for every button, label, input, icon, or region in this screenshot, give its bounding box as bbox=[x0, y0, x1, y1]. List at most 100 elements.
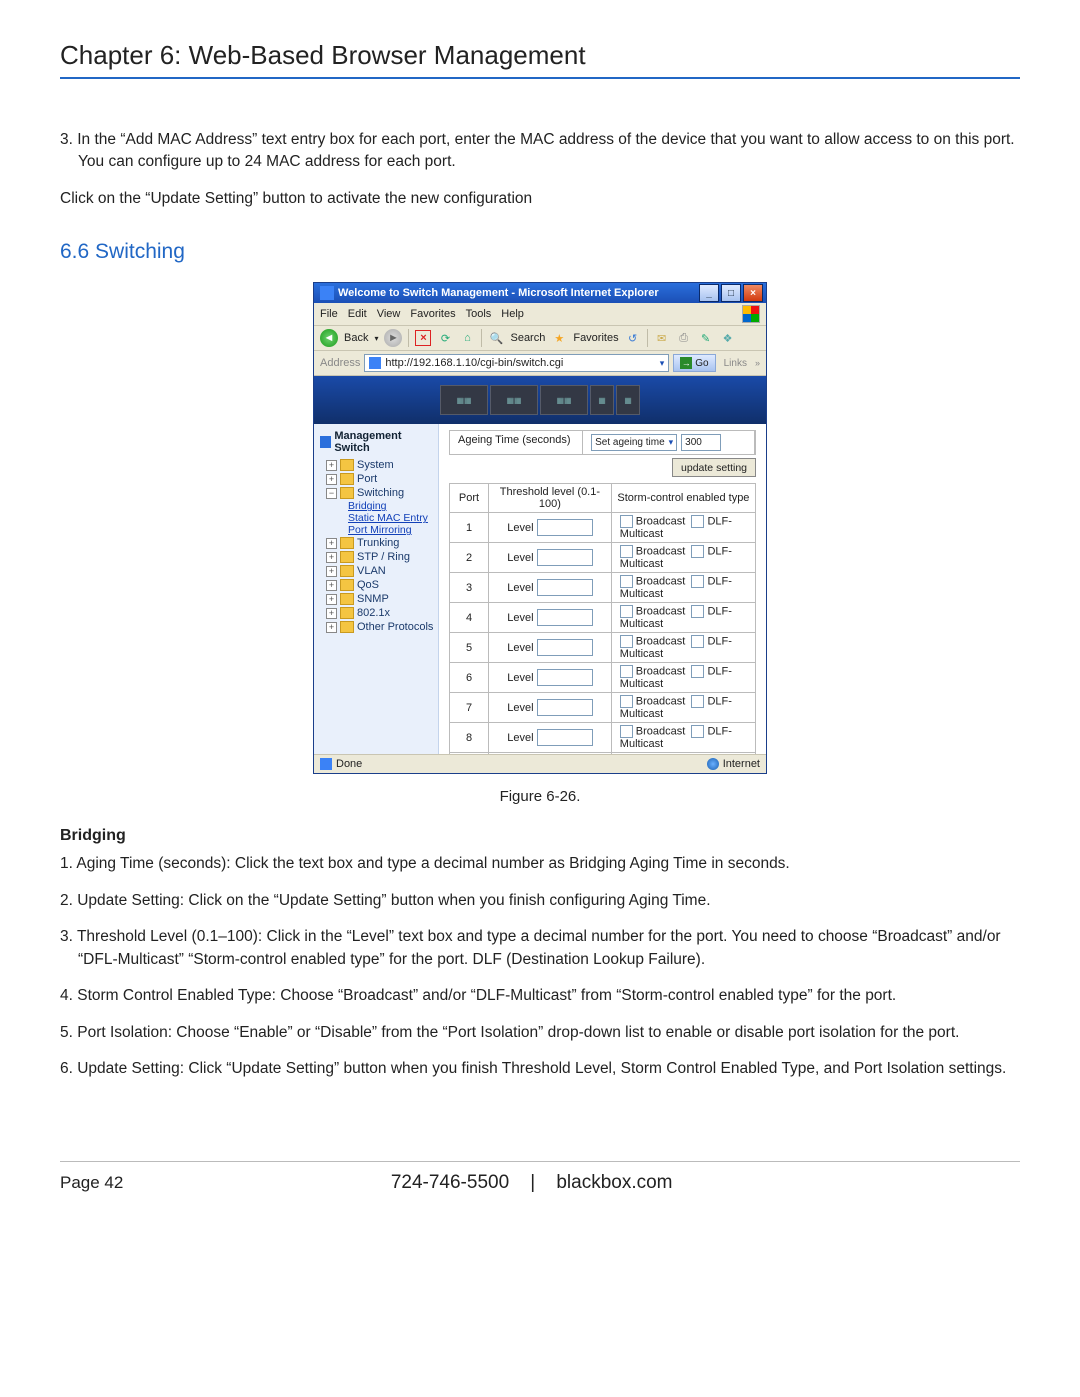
nav-vlan[interactable]: +VLAN bbox=[318, 564, 434, 578]
storm-table: Port Threshold level (0.1-100) Storm-con… bbox=[449, 483, 756, 754]
bridging-item-3: 3. Threshold Level (0.1–100): Click in t… bbox=[60, 926, 1020, 971]
broadcast-checkbox[interactable] bbox=[620, 515, 633, 528]
nav-switching[interactable]: −Switching bbox=[318, 486, 434, 500]
dlf-checkbox[interactable] bbox=[691, 695, 704, 708]
level-label: Level bbox=[507, 702, 533, 714]
back-button[interactable]: ◄ bbox=[320, 329, 338, 347]
menu-favorites[interactable]: Favorites bbox=[410, 308, 455, 320]
forward-button[interactable]: ► bbox=[384, 329, 402, 347]
stop-button[interactable]: × bbox=[415, 330, 431, 346]
folder-icon bbox=[340, 621, 354, 633]
favorites-button[interactable]: Favorites bbox=[573, 332, 618, 344]
level-input[interactable] bbox=[537, 519, 593, 536]
switch-port-block: ▦▦ bbox=[440, 385, 488, 415]
dlf-checkbox[interactable] bbox=[691, 725, 704, 738]
links-chevron-icon[interactable]: » bbox=[755, 358, 760, 368]
broadcast-checkbox[interactable] bbox=[620, 575, 633, 588]
footer-phone: 724-746-5500 bbox=[391, 1172, 509, 1193]
go-arrow-icon: → bbox=[680, 357, 692, 369]
edit-icon[interactable]: ✎ bbox=[698, 330, 714, 346]
bridging-item-4: 4. Storm Control Enabled Type: Choose “B… bbox=[60, 985, 1020, 1007]
update-setting-button[interactable]: update setting bbox=[672, 458, 756, 477]
nav-root-label: Management Switch bbox=[334, 430, 434, 454]
toolbar-separator bbox=[647, 329, 648, 347]
mail-icon[interactable]: ✉ bbox=[654, 330, 670, 346]
nav-snmp[interactable]: +SNMP bbox=[318, 592, 434, 606]
level-input[interactable] bbox=[537, 729, 593, 746]
nav-8021x[interactable]: +802.1x bbox=[318, 606, 434, 620]
ageing-label: Ageing Time (seconds) bbox=[450, 431, 583, 454]
level-input[interactable] bbox=[537, 669, 593, 686]
type-cell: Broadcast DLF-Multicast bbox=[611, 663, 755, 693]
menu-file[interactable]: File bbox=[320, 308, 338, 320]
footer-site: blackbox.com bbox=[556, 1172, 672, 1193]
nav-root[interactable]: Management Switch bbox=[320, 430, 434, 454]
folder-icon bbox=[340, 579, 354, 591]
table-row: 5LevelBroadcast DLF-Multicast bbox=[450, 633, 756, 663]
links-label[interactable]: Links bbox=[720, 358, 751, 369]
menu-edit[interactable]: Edit bbox=[348, 308, 367, 320]
nav-system[interactable]: +System bbox=[318, 458, 434, 472]
search-button[interactable]: Search bbox=[510, 332, 545, 344]
broadcast-checkbox[interactable] bbox=[620, 695, 633, 708]
threshold-cell: Level bbox=[489, 633, 612, 663]
folder-icon bbox=[340, 607, 354, 619]
home-button[interactable]: ⌂ bbox=[459, 330, 475, 346]
nav-port-mirroring[interactable]: Port Mirroring bbox=[318, 524, 434, 536]
dlf-checkbox[interactable] bbox=[691, 575, 704, 588]
nav-bridging[interactable]: Bridging bbox=[318, 500, 434, 512]
level-input[interactable] bbox=[537, 609, 593, 626]
level-input[interactable] bbox=[537, 579, 593, 596]
dlf-checkbox[interactable] bbox=[691, 665, 704, 678]
broadcast-checkbox[interactable] bbox=[620, 635, 633, 648]
level-label: Level bbox=[507, 732, 533, 744]
back-label[interactable]: Back bbox=[344, 332, 368, 344]
address-input[interactable]: http://192.168.1.10/cgi-bin/switch.cgi ▾ bbox=[364, 354, 669, 372]
refresh-button[interactable]: ⟳ bbox=[437, 330, 453, 346]
menu-help[interactable]: Help bbox=[501, 308, 524, 320]
level-input[interactable] bbox=[537, 639, 593, 656]
ageing-row: Ageing Time (seconds) Set ageing time ▾ … bbox=[449, 430, 756, 455]
back-dropdown-icon[interactable]: ▾ bbox=[374, 334, 378, 343]
menu-view[interactable]: View bbox=[377, 308, 401, 320]
nav-static-mac[interactable]: Static MAC Entry bbox=[318, 512, 434, 524]
broadcast-checkbox[interactable] bbox=[620, 725, 633, 738]
dlf-checkbox[interactable] bbox=[691, 545, 704, 558]
toolbar-separator bbox=[408, 329, 409, 347]
broadcast-checkbox[interactable] bbox=[620, 605, 633, 618]
level-input[interactable] bbox=[537, 549, 593, 566]
history-icon[interactable]: ↺ bbox=[625, 330, 641, 346]
page-footer: Page 42 724-746-5500 | blackbox.com bbox=[60, 1172, 1020, 1194]
level-label: Level bbox=[507, 612, 533, 624]
threshold-cell: Level bbox=[489, 603, 612, 633]
ageing-select[interactable]: Set ageing time ▾ bbox=[591, 434, 677, 451]
go-button[interactable]: → Go bbox=[673, 354, 715, 372]
page-icon bbox=[369, 357, 381, 369]
address-dropdown-icon[interactable]: ▾ bbox=[660, 358, 665, 369]
table-row: 1LevelBroadcast DLF-Multicast bbox=[450, 513, 756, 543]
threshold-cell: Level bbox=[489, 723, 612, 753]
nav-qos[interactable]: +QoS bbox=[318, 578, 434, 592]
level-input[interactable] bbox=[537, 699, 593, 716]
nav-other[interactable]: +Other Protocols bbox=[318, 620, 434, 634]
broadcast-checkbox[interactable] bbox=[620, 545, 633, 558]
maximize-button[interactable]: □ bbox=[721, 284, 741, 302]
level-label: Level bbox=[507, 642, 533, 654]
print-icon[interactable]: ⎙ bbox=[676, 330, 692, 346]
dlf-checkbox[interactable] bbox=[691, 605, 704, 618]
nav-stp[interactable]: +STP / Ring bbox=[318, 550, 434, 564]
discuss-icon[interactable]: ❖ bbox=[720, 330, 736, 346]
nav-label: System bbox=[357, 459, 394, 471]
type-cell: Broadcast DLF-Multicast bbox=[611, 633, 755, 663]
ageing-input[interactable]: 300 bbox=[681, 434, 721, 451]
dlf-checkbox[interactable] bbox=[691, 515, 704, 528]
broadcast-checkbox[interactable] bbox=[620, 665, 633, 678]
nav-trunking[interactable]: +Trunking bbox=[318, 536, 434, 550]
minimize-button[interactable]: _ bbox=[699, 284, 719, 302]
nav-label: QoS bbox=[357, 579, 379, 591]
nav-port[interactable]: +Port bbox=[318, 472, 434, 486]
dlf-checkbox[interactable] bbox=[691, 635, 704, 648]
switch-port-block: ▦▦ bbox=[490, 385, 538, 415]
close-button[interactable]: × bbox=[743, 284, 763, 302]
menu-tools[interactable]: Tools bbox=[466, 308, 492, 320]
